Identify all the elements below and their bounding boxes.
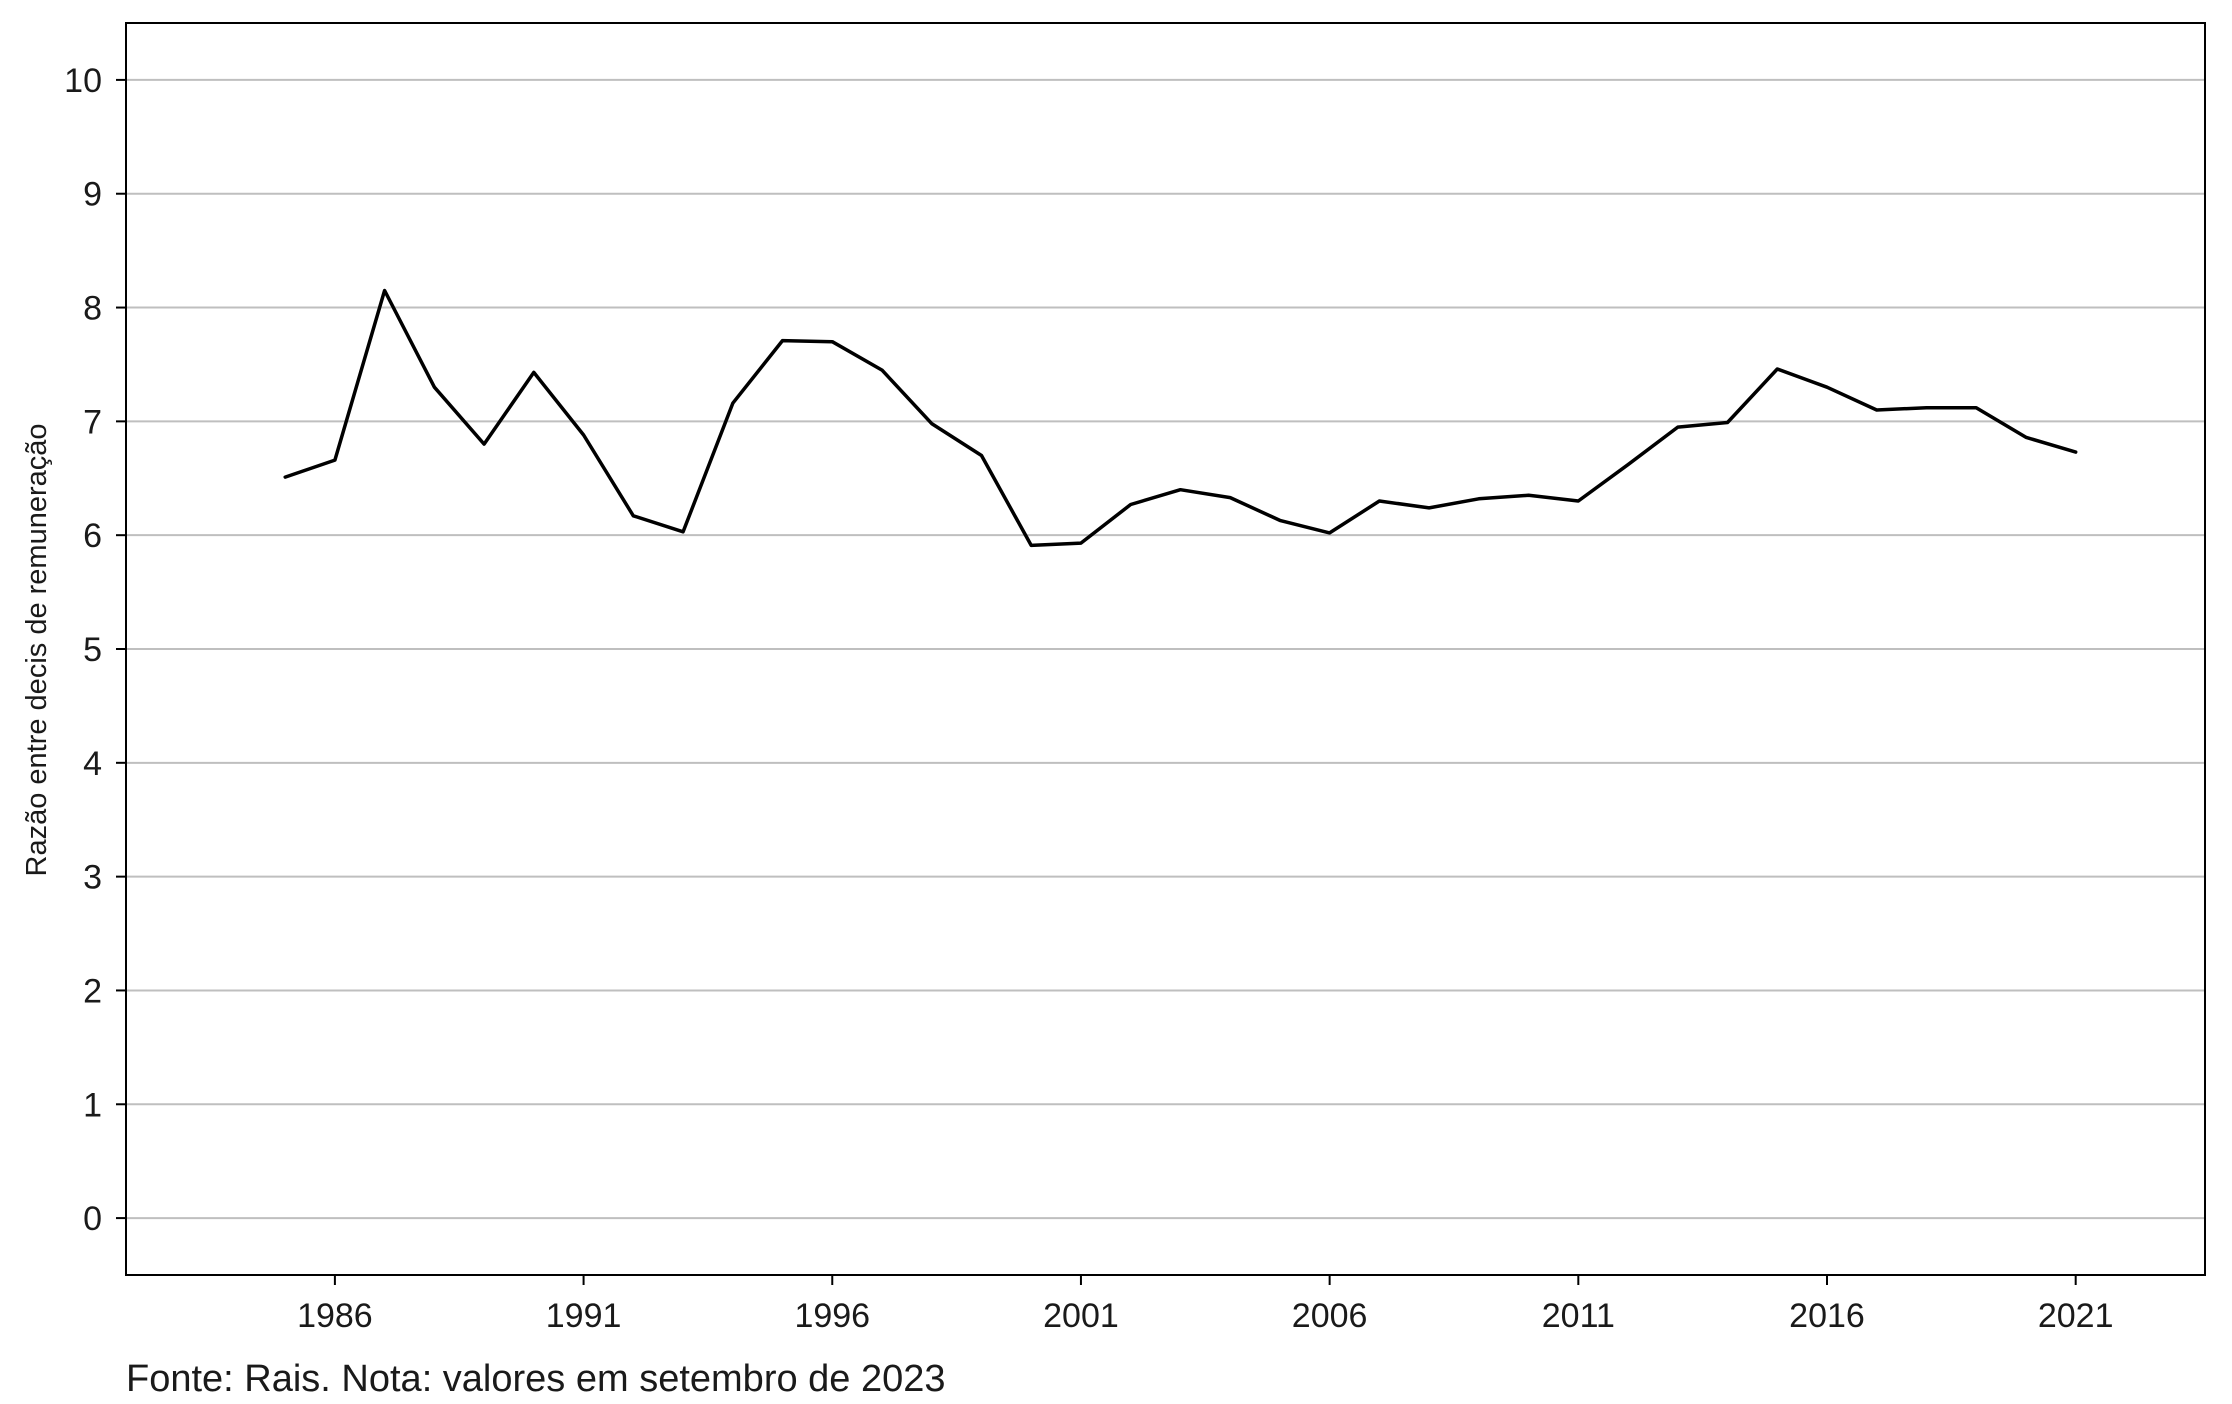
y-tick-label: 9	[83, 176, 102, 214]
x-axis: 1986 1991 1996 2001 2006 2011 2016 2021	[297, 1275, 2114, 1335]
x-tick-label: 2001	[1043, 1297, 1119, 1335]
x-tick-label: 2006	[1292, 1297, 1368, 1335]
y-axis-title: Razão entre decis de remuneração	[21, 424, 53, 877]
gridlines	[126, 78, 2205, 1220]
x-tick-label: 1996	[794, 1297, 870, 1335]
source-note: Fonte: Rais. Nota: valores em setembro d…	[126, 1358, 946, 1400]
x-tick-label: 2011	[1542, 1297, 1615, 1335]
x-tick-label: 1986	[297, 1297, 373, 1335]
y-axis: 0 1 2 3 4 5 6 7 8 9 10	[64, 62, 126, 1238]
y-tick-label: 4	[83, 745, 102, 783]
y-tick-label: 1	[83, 1086, 102, 1124]
y-tick-label: 5	[83, 631, 102, 669]
x-tick-label: 1991	[546, 1297, 622, 1335]
y-tick-label: 7	[83, 403, 102, 441]
x-tick-label: 2021	[2038, 1297, 2114, 1335]
series-layer	[283, 288, 2078, 548]
y-tick-label: 3	[83, 859, 102, 897]
y-tick-label: 2	[83, 972, 102, 1010]
series-line-0	[283, 288, 2078, 548]
y-tick-label: 6	[83, 517, 102, 555]
y-tick-label: 0	[83, 1200, 102, 1238]
y-tick-label: 10	[64, 62, 102, 100]
x-tick-label: 2016	[1789, 1297, 1865, 1335]
y-tick-label: 8	[83, 290, 102, 328]
